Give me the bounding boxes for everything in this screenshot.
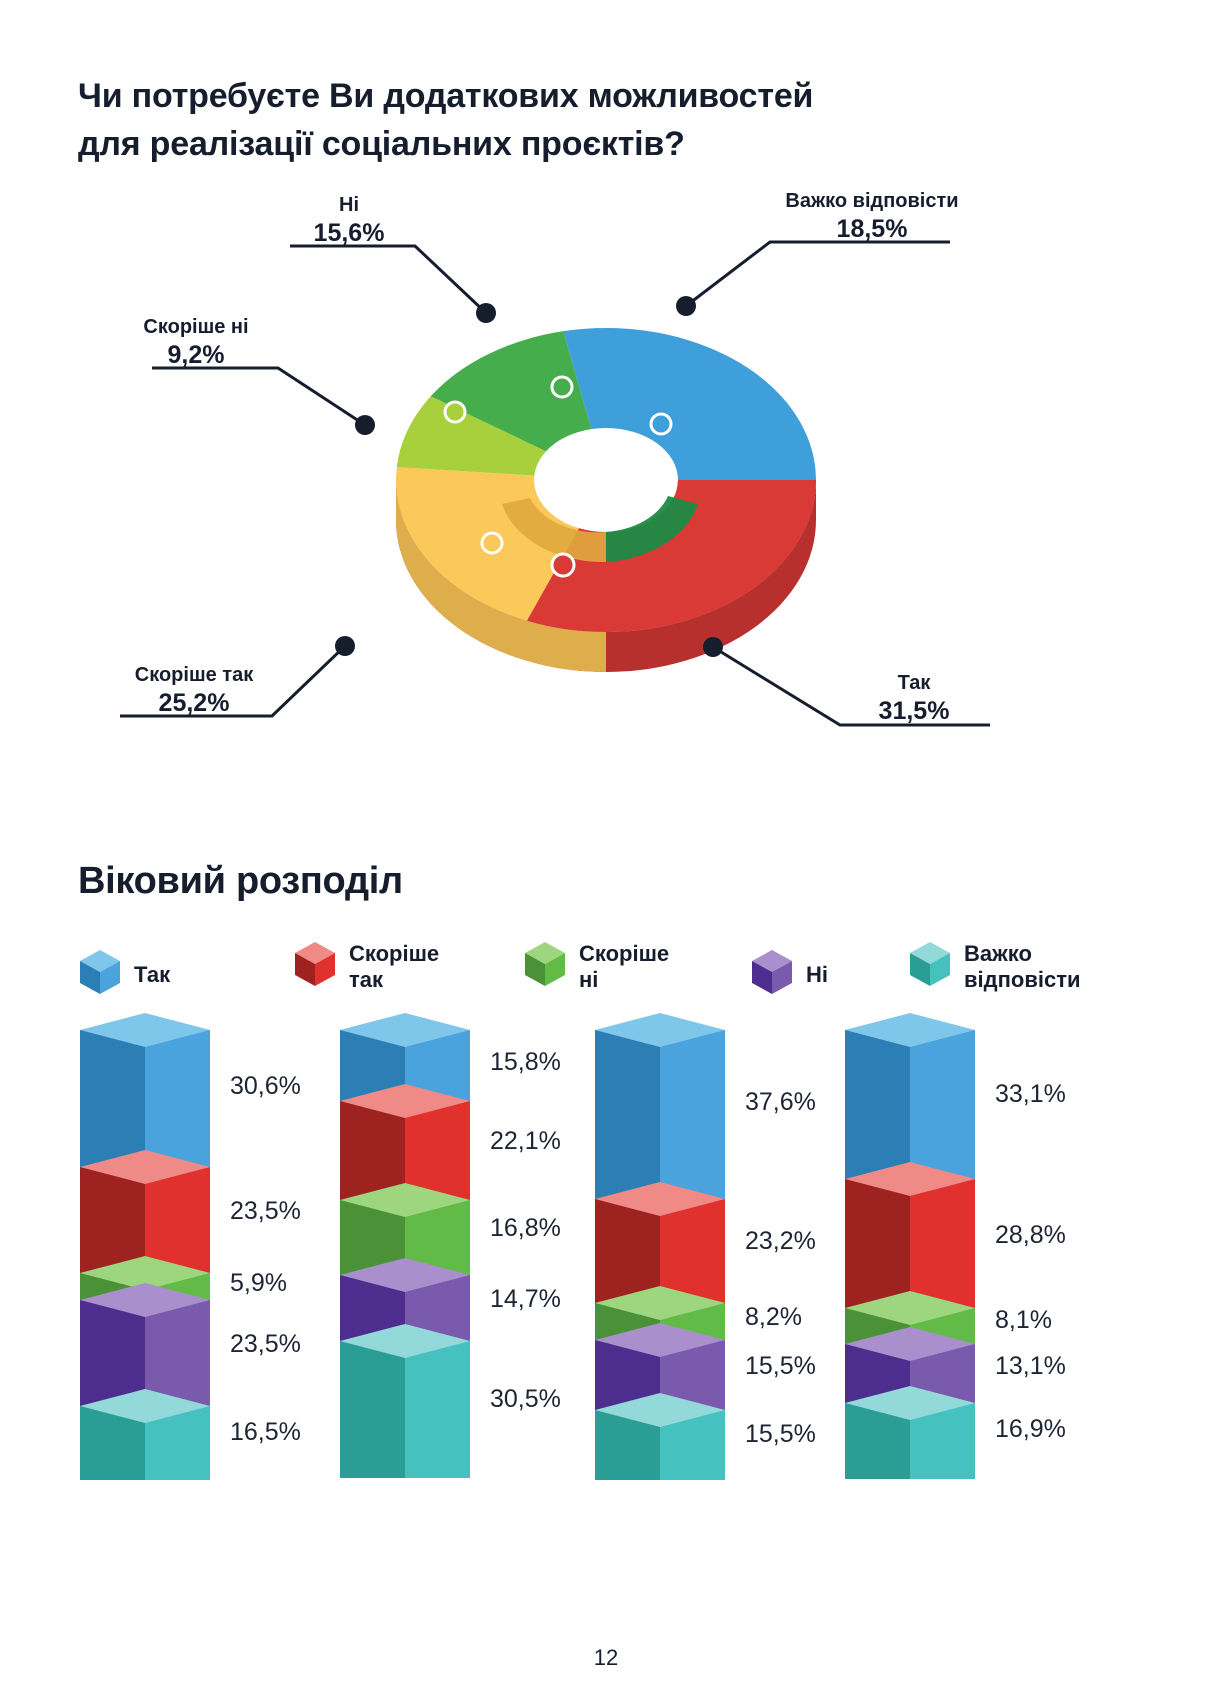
donut-chart-svg bbox=[120, 240, 990, 727]
callout-ni-label: Ні bbox=[339, 194, 359, 216]
callout-leader-lines bbox=[120, 240, 990, 727]
bar-value: 37,6% bbox=[745, 1088, 816, 1116]
cube-icon bbox=[523, 940, 567, 993]
bar-value: 14,7% bbox=[490, 1285, 561, 1313]
bar-segment-skorishe-ni[interactable]: 5,9% bbox=[80, 1256, 287, 1300]
bar-segment-ni[interactable]: 14,7% bbox=[340, 1258, 561, 1341]
callout-skorishe-ni: Скоріше ні 9,2% bbox=[110, 316, 282, 370]
bar-value: 30,5% bbox=[490, 1385, 561, 1413]
bar-segment-ni[interactable]: 13,1% bbox=[845, 1327, 1066, 1403]
callout-skorishe-tak: Скоріше так 25,2% bbox=[112, 664, 276, 718]
cube-icon bbox=[750, 948, 794, 1001]
callout-ni-percent: 15,6% bbox=[313, 218, 385, 247]
bar-segment-skorishe-tak[interactable]: 22,1% bbox=[340, 1084, 561, 1200]
bar-value: 8,1% bbox=[995, 1306, 1052, 1334]
legend-label-skorishe-ni: Скоріше ні bbox=[579, 941, 670, 992]
legend-label-tak: Так bbox=[134, 961, 171, 987]
bar-value: 15,5% bbox=[745, 1352, 816, 1380]
bar-segment-vazhko[interactable]: 16,5% bbox=[80, 1389, 301, 1480]
donut-notches bbox=[443, 375, 673, 578]
bar-value: 15,5% bbox=[745, 1420, 816, 1448]
page-title-line-2: для реалізації соціальних проєктів? bbox=[78, 125, 685, 164]
bar-value: 28,8% bbox=[995, 1221, 1066, 1249]
callout-vazhko-percent: 18,5% bbox=[836, 214, 908, 243]
callout-skorishe-tak-percent: 25,2% bbox=[158, 688, 230, 717]
callout-tak-percent: 31,5% bbox=[878, 696, 950, 725]
callout-skorishe-ni-percent: 9,2% bbox=[167, 340, 225, 369]
bar-segment-tak[interactable]: 30,6% bbox=[80, 1013, 301, 1167]
bar-segment-ni[interactable]: 23,5% bbox=[80, 1283, 301, 1406]
donut-chart: Ні 15,6% Скоріше ні 9,2% Важко відповіст… bbox=[0, 180, 1212, 800]
cube-icon bbox=[293, 940, 337, 993]
legend-item-ni[interactable]: Ні bbox=[750, 948, 828, 1001]
callout-skorishe-tak-label: Скоріше так bbox=[134, 664, 254, 686]
legend-label-ni: Ні bbox=[806, 961, 828, 987]
callout-tak-label: Так bbox=[897, 672, 931, 694]
page-title: Чи потребуєте Ви додаткових можливостей … bbox=[78, 72, 1078, 169]
cube-icon bbox=[78, 948, 122, 1001]
page-title-line-1: Чи потребуєте Ви додаткових можливостей bbox=[78, 77, 814, 115]
bar-value: 23,2% bbox=[745, 1227, 816, 1255]
donut-inner-shading bbox=[502, 496, 698, 563]
bar-segment-tak[interactable]: 37,6% bbox=[595, 1013, 816, 1199]
bar-value: 16,8% bbox=[490, 1214, 561, 1242]
bar-segment-skorishe-ni[interactable]: 16,8% bbox=[340, 1183, 561, 1275]
bar-segment-skorishe-ni[interactable]: 8,2% bbox=[595, 1286, 802, 1340]
legend-item-skorishe-ni[interactable]: Скоріше ні bbox=[523, 940, 669, 993]
chart-legend: Так Скоріше так Скоріше ні bbox=[78, 940, 1138, 1020]
bar-value: 16,9% bbox=[995, 1415, 1066, 1443]
bar-segment-tak[interactable]: 33,1% bbox=[845, 1013, 1066, 1179]
bar-value: 23,5% bbox=[230, 1197, 301, 1225]
legend-label-skorishe-tak: Скоріше так bbox=[349, 941, 440, 992]
callout-ni: Ні 15,6% bbox=[280, 194, 418, 248]
section-title: Віковий розподіл bbox=[78, 860, 403, 902]
donut-slice-vazhko bbox=[563, 328, 816, 480]
bar-value: 8,2% bbox=[745, 1303, 802, 1331]
legend-item-tak[interactable]: Так bbox=[78, 948, 170, 1001]
bar-segment-skorishe-tak[interactable]: 23,2% bbox=[595, 1182, 816, 1303]
bar-value: 30,6% bbox=[230, 1072, 301, 1100]
bar-value: 16,5% bbox=[230, 1418, 301, 1446]
bar-segment-vazhko[interactable]: 30,5% bbox=[340, 1324, 561, 1478]
callout-vazhko-label: Важко відповісти bbox=[785, 190, 959, 212]
bar-segment-vazhko[interactable]: 15,5% bbox=[595, 1393, 816, 1480]
bar-value: 5,9% bbox=[230, 1269, 287, 1297]
callout-tak: Так 31,5% bbox=[840, 672, 988, 726]
callout-dots bbox=[335, 296, 723, 657]
bar-value: 22,1% bbox=[490, 1127, 561, 1155]
bar-segment-skorishe-tak[interactable]: 23,5% bbox=[80, 1150, 301, 1273]
bar-value: 33,1% bbox=[995, 1080, 1066, 1108]
bar-segment-vazhko[interactable]: 16,9% bbox=[845, 1386, 1066, 1479]
bar-value: 13,1% bbox=[995, 1352, 1066, 1380]
legend-item-vazhko[interactable]: Важко відповісти bbox=[908, 940, 1081, 993]
age-distribution-chart: 30,6% 23,5% 5,9% bbox=[0, 1013, 1212, 1500]
bar-value: 15,8% bbox=[490, 1048, 561, 1076]
page-number: 12 bbox=[593, 1645, 619, 1670]
legend-item-skorishe-tak[interactable]: Скоріше так bbox=[293, 940, 439, 993]
bar-value: 23,5% bbox=[230, 1330, 301, 1358]
donut-depth bbox=[396, 480, 816, 672]
bar-segment-ni[interactable]: 15,5% bbox=[595, 1323, 816, 1410]
legend-label-vazhko: Важко відповісти bbox=[964, 941, 1081, 992]
bar-segment-skorishe-ni[interactable]: 8,1% bbox=[845, 1291, 1052, 1344]
callout-vazhko: Важко відповісти 18,5% bbox=[762, 190, 982, 244]
bar-segment-skorishe-tak[interactable]: 28,8% bbox=[845, 1162, 1066, 1308]
bar-segment-tak[interactable]: 15,8% bbox=[340, 1013, 561, 1101]
cube-icon bbox=[908, 940, 952, 993]
callout-skorishe-ni-label: Скоріше ні bbox=[143, 316, 249, 338]
